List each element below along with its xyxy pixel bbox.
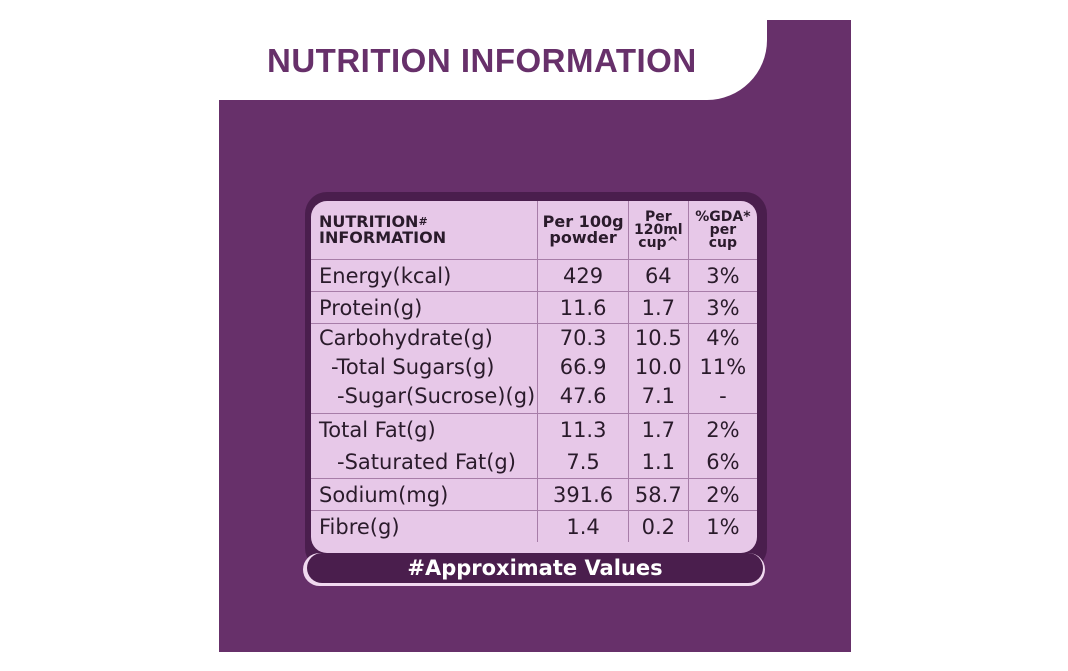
table-row-fibre: Fibre(g) 1.4 0.2 1%: [311, 510, 757, 542]
header-hash-mark: #: [418, 215, 428, 228]
value-per-cup: 1.1: [641, 450, 675, 474]
value-per-100g: 429: [537, 259, 629, 292]
approximate-values-banner: #Approximate Values: [307, 553, 763, 583]
table-row-fat: Total Fat(g) -Saturated Fat(g) 11.3 7.5 …: [311, 413, 757, 479]
header-per-cup-line3: cup^: [638, 234, 679, 251]
value-gda: 2%: [687, 478, 757, 511]
nutrient-label-group: Total Fat(g) -Saturated Fat(g): [311, 413, 539, 479]
nutrient-label: Energy(kcal): [311, 259, 539, 292]
header-per-100g-line2: powder: [549, 228, 617, 247]
value-gda-group: 2% 6%: [687, 413, 757, 479]
table-row-sodium: Sodium(mg) 391.6 58.7 2%: [311, 478, 757, 511]
value-per-cup: 10.5: [634, 326, 682, 350]
header-per-cup: Per 120ml cup^: [627, 201, 689, 260]
value-per-cup: 64: [627, 259, 689, 292]
value-per-100g: 391.6: [537, 478, 629, 511]
value-gda: 2%: [706, 418, 740, 442]
nutrition-table: NUTRITION# INFORMATION Per 100g powder P…: [311, 201, 757, 542]
value-per-100g: 1.4: [537, 510, 629, 542]
value-gda: 3%: [687, 291, 757, 324]
header-nutrient-line1: NUTRITION: [319, 212, 419, 231]
value-per-cup: 10.0: [634, 355, 682, 379]
value-per-cup: 0.2: [627, 510, 689, 542]
value-gda: 6%: [706, 450, 740, 474]
value-per-cup: 58.7: [627, 478, 689, 511]
value-gda: -: [719, 384, 727, 408]
value-gda: 11%: [699, 355, 747, 379]
value-gda: 1%: [687, 510, 757, 542]
header-gda-line1: %GDA*: [695, 208, 751, 225]
value-per-100g: 47.6: [559, 384, 607, 408]
table-row-energy: Energy(kcal) 429 64 3%: [311, 259, 757, 292]
header-per-cup-line1: Per: [644, 208, 672, 225]
value-per-100g-group: 70.3 66.9 47.6: [537, 323, 629, 414]
header-per-cup-line2: 120ml: [633, 221, 683, 238]
header-nutrient: NUTRITION# INFORMATION: [311, 201, 539, 260]
value-per-100g: 7.5: [566, 450, 600, 474]
nutrient-label: -Sugar(Sucrose)(g): [337, 384, 536, 408]
value-per-cup: 1.7: [641, 418, 675, 442]
value-per-100g: 11.6: [537, 291, 629, 324]
header-per-100g-line1: Per 100g: [542, 212, 624, 231]
header-band: NUTRITION INFORMATION: [219, 20, 767, 100]
nutrient-label: Fibre(g): [311, 510, 539, 542]
nutrient-label: Carbohydrate(g): [319, 326, 493, 350]
value-gda: 3%: [687, 259, 757, 292]
value-per-cup: 1.7: [627, 291, 689, 324]
value-per-100g: 66.9: [559, 355, 607, 379]
nutrient-label-group: Carbohydrate(g) -Total Sugars(g) -Sugar(…: [311, 323, 539, 414]
value-per-cup: 7.1: [641, 384, 675, 408]
nutrient-label: Protein(g): [311, 291, 539, 324]
nutrient-label: Total Fat(g): [319, 418, 436, 442]
header-gda-line2: per: [709, 221, 737, 238]
value-per-100g: 70.3: [559, 326, 607, 350]
value-per-cup-group: 10.5 10.0 7.1: [627, 323, 689, 414]
nutrient-label: -Total Sugars(g): [331, 355, 495, 379]
header-nutrient-line2: INFORMATION: [319, 228, 447, 247]
value-per-100g-group: 11.3 7.5: [537, 413, 629, 479]
value-per-100g: 11.3: [559, 418, 607, 442]
nutrition-card: NUTRITION# INFORMATION Per 100g powder P…: [311, 201, 757, 553]
table-row-carbohydrate: Carbohydrate(g) -Total Sugars(g) -Sugar(…: [311, 323, 757, 414]
value-per-cup-group: 1.7 1.1: [627, 413, 689, 479]
value-gda: 4%: [706, 326, 740, 350]
header-gda: %GDA* per cup: [687, 201, 757, 260]
table-header-row: NUTRITION# INFORMATION Per 100g powder P…: [311, 201, 757, 260]
nutrient-label: Sodium(mg): [311, 478, 539, 511]
header-per-100g: Per 100g powder: [537, 201, 629, 260]
nutrient-label: -Saturated Fat(g): [337, 450, 516, 474]
header-gda-line3: cup: [708, 234, 738, 251]
value-gda-group: 4% 11% -: [687, 323, 757, 414]
page-title: NUTRITION INFORMATION: [267, 42, 697, 79]
product-panel: NUTRITION INFORMATION NUTRITION# INFORMA…: [219, 20, 851, 652]
table-row-protein: Protein(g) 11.6 1.7 3%: [311, 291, 757, 324]
